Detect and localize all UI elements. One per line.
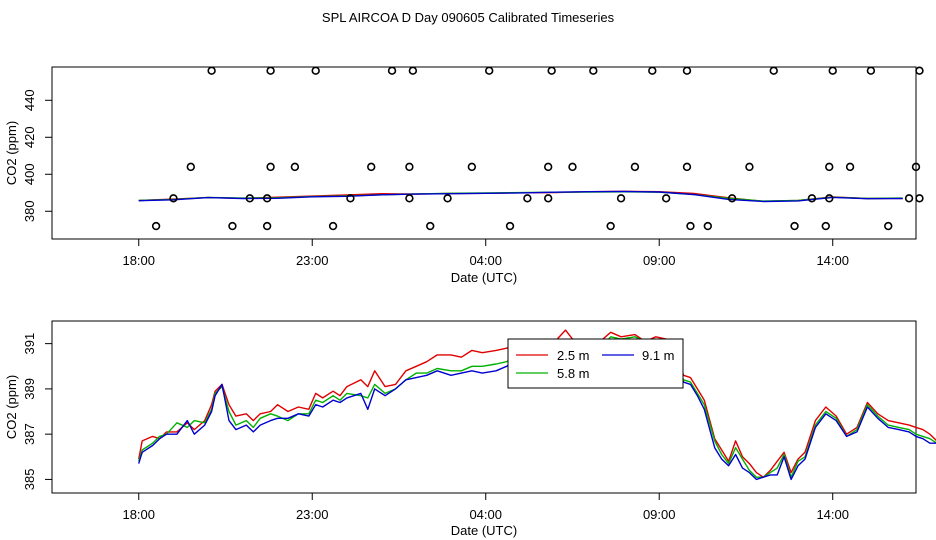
scatter-point xyxy=(405,194,414,203)
bottom-y-tick-label: 387 xyxy=(22,423,37,445)
scatter-point xyxy=(682,162,692,172)
scatter-point xyxy=(266,66,275,75)
top-x-axis: 18:00 23:00 04:00 09:00 14:00 xyxy=(122,239,849,268)
bottom-x-tick-label: 18:00 xyxy=(122,507,155,522)
scatter-point xyxy=(821,221,830,231)
scatter-point xyxy=(405,162,414,172)
top-y-tick-label: 380 xyxy=(22,200,37,222)
scatter-point xyxy=(807,194,817,203)
top-scatter-points xyxy=(151,66,924,231)
scatter-point xyxy=(904,194,914,203)
scatter-point xyxy=(207,66,216,75)
scatter-point xyxy=(745,162,754,172)
bottom-plot-frame xyxy=(51,320,917,494)
legend-label-2-5m: 2.5 m xyxy=(557,348,590,363)
scatter-point xyxy=(169,194,178,203)
bottom-x-tick-label: 09:00 xyxy=(643,507,676,522)
scatter-point xyxy=(616,194,626,203)
scatter-point xyxy=(547,66,556,75)
top-plot-frame xyxy=(51,66,917,240)
scatter-point xyxy=(311,66,320,75)
bottom-x-axis-label: Date (UTC) xyxy=(451,523,517,538)
top-series-line-9-1-m xyxy=(138,190,903,203)
figure-title: SPL AIRCOA D Day 090605 Calibrated Times… xyxy=(322,10,615,25)
scatter-point xyxy=(543,162,553,172)
legend-label-9-1m: 9.1 m xyxy=(642,348,675,363)
scatter-point xyxy=(443,194,452,203)
scatter-point xyxy=(661,194,671,203)
scatter-point xyxy=(228,221,237,231)
scatter-point xyxy=(915,194,924,203)
scatter-point xyxy=(266,162,275,172)
scatter-point xyxy=(426,221,435,231)
top-y-tick-label: 420 xyxy=(22,126,37,148)
scatter-point xyxy=(408,66,418,75)
scatter-point xyxy=(825,194,834,203)
bottom-y-axis: 385 387 389 391 xyxy=(22,333,52,490)
scatter-point xyxy=(845,162,855,172)
scatter-point xyxy=(606,221,615,231)
scatter-point xyxy=(727,194,737,203)
scatter-point xyxy=(543,194,553,203)
scatter-point xyxy=(911,162,921,172)
scatter-point xyxy=(328,221,338,231)
scatter-point xyxy=(648,66,657,75)
scatter-point xyxy=(866,66,876,75)
scatter-point xyxy=(262,221,272,231)
scatter-point xyxy=(828,66,837,75)
top-x-tick-label: 23:00 xyxy=(296,253,329,268)
scatter-point xyxy=(467,162,477,172)
legend-label-5-8m: 5.8 m xyxy=(557,366,590,381)
scatter-point xyxy=(387,66,397,75)
top-panel-scatter: 380 400 420 440 18:00 23:00 04:00 09:00 14:00 D… xyxy=(4,66,924,285)
bottom-x-tick-label: 23:00 xyxy=(296,507,329,522)
scatter-point xyxy=(505,221,515,231)
scatter-point xyxy=(790,221,799,231)
scatter-point xyxy=(151,221,161,231)
bottom-y-tick-label: 385 xyxy=(22,469,37,491)
top-x-tick-label: 09:00 xyxy=(643,253,676,268)
scatter-point xyxy=(915,66,924,75)
bottom-x-axis: 18:00 23:00 04:00 09:00 14:00 xyxy=(122,493,849,522)
top-x-tick-label: 04:00 xyxy=(469,253,502,268)
scatter-point xyxy=(367,162,376,172)
scatter-point xyxy=(703,221,713,231)
scatter-point xyxy=(186,162,195,172)
legend-box xyxy=(507,338,684,389)
bottom-y-axis-label: CO2 (ppm) xyxy=(4,375,19,439)
scatter-point xyxy=(686,221,695,231)
top-y-tick-label: 400 xyxy=(22,163,37,185)
scatter-point xyxy=(825,162,834,172)
bottom-y-tick-label: 391 xyxy=(22,333,37,355)
scatter-point xyxy=(290,162,300,172)
bottom-x-tick-label: 14:00 xyxy=(816,507,849,522)
bottom-x-tick-label: 04:00 xyxy=(469,507,502,522)
top-x-tick-label: 18:00 xyxy=(122,253,155,268)
scatter-point xyxy=(523,194,532,203)
top-smoothed-series xyxy=(138,190,903,203)
scatter-point xyxy=(682,66,692,75)
bottom-y-tick-label: 389 xyxy=(22,378,37,400)
scatter-point xyxy=(630,162,640,172)
scatter-point xyxy=(485,66,494,75)
scatter-point xyxy=(884,221,893,231)
legend: 2.5 m 9.1 m 5.8 m xyxy=(507,338,684,389)
top-x-axis-label: Date (UTC) xyxy=(451,270,517,285)
top-y-tick-label: 440 xyxy=(22,89,37,111)
scatter-point xyxy=(245,194,254,203)
scatter-point xyxy=(769,66,778,75)
bottom-panel-lines: 385 387 389 391 18:00 23:00 04:00 09:00 14:00 2… xyxy=(4,320,936,538)
scatter-point xyxy=(262,194,272,203)
scatter-point xyxy=(346,194,355,203)
scatter-point xyxy=(589,66,598,75)
top-y-axis: 380 400 420 440 xyxy=(22,89,52,222)
scatter-point xyxy=(568,162,577,172)
top-x-tick-label: 14:00 xyxy=(816,253,849,268)
top-y-axis-label: CO2 (ppm) xyxy=(4,121,19,185)
